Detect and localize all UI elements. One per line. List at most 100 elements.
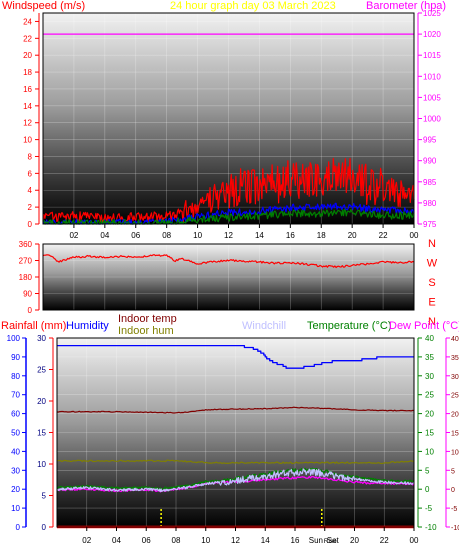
- barometer-tick-label: 985: [423, 178, 437, 187]
- temp-x-tick-label: 22: [380, 536, 389, 545]
- compass-label: S: [428, 277, 435, 289]
- dewpoint-tick-label: 15: [451, 431, 459, 438]
- windspeed-tick-label: 10: [23, 136, 32, 145]
- temp-x-tick-label: 20: [350, 536, 359, 545]
- humidity-tick-label: 80: [11, 372, 20, 381]
- wind-x-tick-label: 16: [286, 231, 295, 240]
- dewpoint-tick-label: 10: [451, 449, 459, 456]
- sunrise-label: Rise: [324, 538, 337, 545]
- indoor-hum-line: [56, 459, 415, 465]
- wind-x-tick-label: 20: [348, 231, 357, 240]
- compass-label: N: [428, 316, 436, 328]
- direction-tick-label: 90: [23, 290, 32, 299]
- humidity-tick-label: 50: [11, 429, 20, 438]
- direction-plot-background: [43, 244, 414, 310]
- dewpoint-label: Dew Point (°C): [389, 320, 459, 332]
- temp-x-tick-label: 04: [112, 536, 121, 545]
- humidity-line: [57, 344, 414, 369]
- wind-x-tick-label: 18: [317, 231, 326, 240]
- windspeed-tick-label: 4: [28, 186, 33, 195]
- wind-x-tick-label: 08: [162, 231, 171, 240]
- direction-plot-frame: [42, 243, 415, 311]
- temp-x-tick-label: 12: [231, 536, 240, 545]
- direction-line: [42, 254, 415, 269]
- direction-tick-label: 270: [19, 257, 33, 266]
- rain-tick-label: 5: [42, 492, 47, 501]
- barometer-tick-label: 1005: [423, 93, 441, 102]
- temperature-tick-label: 20: [425, 410, 434, 419]
- dewpoint-tick-label: 30: [451, 374, 459, 381]
- wind-x-tick-label: 12: [224, 231, 233, 240]
- temperature-tick-label: -10: [425, 523, 437, 532]
- direction-tick-label: 0: [28, 306, 33, 315]
- compass-label: E: [428, 297, 435, 309]
- temperature-label: Temperature (°C): [307, 320, 392, 332]
- sun-label: Sun: [309, 536, 323, 545]
- windspeed-axis-label: Windspeed (m/s): [2, 0, 86, 12]
- temp-x-tick-label: 14: [261, 536, 270, 545]
- direction-tick-label: 360: [19, 240, 33, 249]
- windspeed-tick-label: 2: [28, 203, 33, 212]
- compass-label: W: [427, 258, 438, 270]
- dewpoint-tick-label: 20: [451, 412, 459, 419]
- humidity-tick-label: 60: [11, 410, 20, 419]
- barometer-tick-label: 990: [423, 157, 437, 166]
- rain-tick-label: 10: [37, 460, 46, 469]
- temperature-tick-label: 40: [425, 334, 434, 343]
- temp-x-tick-label: 00: [410, 536, 419, 545]
- temperature-tick-label: 15: [425, 429, 434, 438]
- wind-x-tick-label: 22: [379, 231, 388, 240]
- barometer-tick-label: 995: [423, 136, 437, 145]
- wind-x-tick-label: 06: [131, 231, 140, 240]
- windspeed-tick-label: 14: [23, 102, 32, 111]
- dewpoint-tick-label: 40: [451, 336, 459, 343]
- humidity-tick-label: 90: [11, 353, 20, 362]
- barometer-tick-label: 975: [423, 220, 437, 229]
- temperature-tick-label: 10: [425, 447, 434, 456]
- dewpoint-tick-label: -5: [451, 506, 457, 513]
- barometer-tick-label: 1010: [423, 72, 441, 81]
- wind-x-tick-label: 02: [69, 231, 78, 240]
- humidity-tick-label: 20: [11, 485, 20, 494]
- humidity-tick-label: 10: [11, 504, 20, 513]
- dewpoint-tick-label: -10: [451, 525, 459, 532]
- temperature-tick-label: 0: [425, 485, 430, 494]
- rain-tick-label: 25: [37, 366, 46, 375]
- windspeed-tick-label: 24: [23, 17, 32, 26]
- windspeed-tick-label: 0: [28, 220, 33, 229]
- windchill-label: Windchill: [242, 320, 287, 332]
- windspeed-tick-label: 22: [23, 34, 32, 43]
- dewpoint-tick-label: 0: [451, 487, 455, 494]
- humidity-tick-label: 0: [16, 523, 21, 532]
- wind-x-tick-label: 14: [255, 231, 264, 240]
- wind-x-tick-label: 10: [193, 231, 202, 240]
- windspeed-tick-label: 12: [23, 119, 32, 128]
- humidity-label: Humidity: [66, 320, 109, 332]
- temp-plot-background: [57, 338, 414, 527]
- temp-x-tick-label: 08: [172, 536, 181, 545]
- wind-avg-line: [42, 209, 415, 225]
- barometer-tick-label: 980: [423, 199, 437, 208]
- barometer-tick-label: 1000: [423, 115, 441, 124]
- windchill-line: [56, 468, 415, 492]
- indoor-temp-line: [57, 406, 415, 414]
- barometer-tick-label: 1020: [423, 30, 441, 39]
- chart-title: 24 hour graph day 03 March 2023: [170, 0, 336, 12]
- humidity-tick-label: 100: [7, 334, 21, 343]
- temp-x-tick-label: 02: [82, 536, 91, 545]
- compass-label: N: [428, 238, 436, 250]
- rain-tick-label: 20: [37, 397, 46, 406]
- windspeed-tick-label: 8: [28, 152, 33, 161]
- temperature-tick-label: 25: [425, 391, 434, 400]
- humidity-tick-label: 70: [11, 391, 20, 400]
- windspeed-tick-label: 18: [23, 68, 32, 77]
- temp-x-tick-label: 16: [291, 536, 300, 545]
- dewpoint-tick-label: 35: [451, 355, 459, 362]
- temperature-tick-label: 30: [425, 372, 434, 381]
- barometer-tick-label: 1015: [423, 51, 441, 60]
- direction-tick-label: 180: [19, 273, 33, 282]
- windspeed-tick-label: 16: [23, 85, 32, 94]
- wind-x-tick-label: 04: [100, 231, 109, 240]
